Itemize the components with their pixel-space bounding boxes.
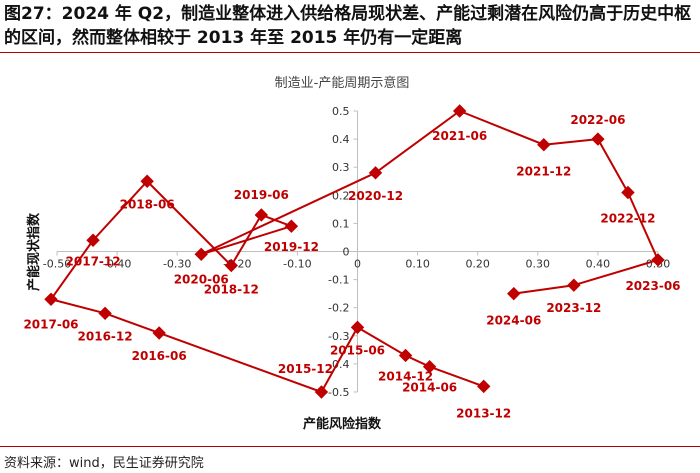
source-note: 资料来源：wind，民生证券研究院 <box>4 456 204 471</box>
data-point-marker <box>350 320 365 335</box>
data-point-label: 2015-12 <box>278 362 333 376</box>
y-tick-label: 0.5 <box>332 105 350 118</box>
x-tick-label: -0.50 <box>43 258 71 271</box>
series-segment <box>513 284 574 295</box>
data-point-marker <box>477 379 491 394</box>
x-tick-label: 0 <box>354 258 361 271</box>
data-point-marker <box>140 174 154 188</box>
data-point-label: 2024-06 <box>486 314 541 328</box>
data-point-marker <box>422 360 437 374</box>
data-point-marker <box>224 258 238 273</box>
series-segment <box>260 214 292 228</box>
data-point-label: 2014-12 <box>378 369 433 383</box>
series-segment <box>200 225 292 256</box>
data-point-label: 2017-12 <box>66 254 121 268</box>
y-tick-label: -0.3 <box>328 330 349 343</box>
x-tick-label: 0.20 <box>465 258 490 271</box>
y-tick-label: 0.1 <box>332 217 350 230</box>
series-segment <box>320 326 359 393</box>
data-point-marker <box>98 306 112 321</box>
series-segment <box>146 180 232 267</box>
series-segment <box>50 239 94 300</box>
y-tick-label: -0.2 <box>328 302 349 315</box>
data-point-marker <box>591 132 605 146</box>
data-point-label: 2019-06 <box>234 188 289 202</box>
y-tick-label: 0.3 <box>332 161 350 174</box>
data-point-marker <box>86 233 100 247</box>
data-point-marker <box>368 166 383 180</box>
series-segment <box>597 138 629 193</box>
series-segment <box>104 312 160 334</box>
data-point-label: 2020-12 <box>348 189 403 203</box>
series-segment <box>92 180 148 241</box>
series-segment <box>627 192 659 261</box>
figure-heading: 图27：2024 年 Q2，制造业整体进入供给格局现状差、产能过剩潜在风险仍高于… <box>4 4 692 48</box>
data-point-marker <box>507 286 521 301</box>
data-point-label: 2021-12 <box>516 165 571 179</box>
y-tick-label: -0.4 <box>328 358 349 371</box>
series-segment <box>374 110 461 174</box>
data-point-label: 2013-12 <box>456 406 511 420</box>
series-segment <box>459 110 545 146</box>
y-tick-label: 0.2 <box>332 189 350 202</box>
top-rule <box>0 52 700 53</box>
y-tick-label: -0.5 <box>328 386 349 399</box>
series-line-layer <box>50 110 659 393</box>
data-point-marker <box>567 278 581 292</box>
data-point-label: 2019-12 <box>264 240 319 254</box>
data-point-label: 2018-12 <box>204 283 259 297</box>
x-tick-label: -0.40 <box>103 258 131 271</box>
data-point-marker <box>194 247 208 262</box>
x-tick-label: 0.10 <box>405 258 430 271</box>
bottom-rule <box>0 446 700 447</box>
data-point-label: 2017-06 <box>23 317 78 331</box>
y-tick-label: -0.1 <box>328 274 349 287</box>
series-segment <box>543 138 599 146</box>
data-point-label: 2023-12 <box>546 301 601 315</box>
y-tick-label: 0.4 <box>332 133 350 146</box>
data-point-label: 2016-12 <box>78 329 133 343</box>
x-axis-title: 产能风险指数 <box>303 416 382 432</box>
series-segment <box>50 298 106 315</box>
data-point-label: 2016-06 <box>132 349 187 363</box>
data-point-marker <box>44 292 58 306</box>
data-point-marker <box>314 385 329 399</box>
data-point-marker <box>537 138 551 152</box>
x-tick-label: 0.30 <box>526 258 551 271</box>
data-point-marker <box>398 348 413 363</box>
data-point-marker <box>284 219 299 233</box>
data-point-label: 2022-12 <box>600 211 655 225</box>
data-point-label: 2014-06 <box>402 381 457 395</box>
y-axis-title: 产能现状指数 <box>26 212 42 291</box>
data-point-marker <box>152 326 166 340</box>
data-point-marker <box>651 253 665 267</box>
data-point-marker <box>621 185 635 200</box>
y-tick-label: 0 <box>343 246 350 259</box>
series-segment <box>158 332 322 393</box>
data-point-label: 2020-06 <box>174 272 229 286</box>
x-tick-label: 0.40 <box>586 258 611 271</box>
series-segment <box>573 258 659 287</box>
data-point-marker <box>452 104 467 118</box>
x-tick-label: -0.30 <box>163 258 191 271</box>
data-point-label: 2023-06 <box>625 279 680 293</box>
data-point-marker <box>254 208 269 222</box>
series-segment <box>200 171 376 256</box>
series-segment <box>356 326 407 357</box>
series-segment <box>429 365 485 388</box>
data-point-label: 2022-06 <box>570 113 625 127</box>
x-tick-label: -0.10 <box>283 258 311 271</box>
axes-layer: -0.50 -0.40 -0.30 -0.2 0 -0.10 0 0.10 0.20 0.30 0.… <box>43 105 670 399</box>
marker-layer <box>44 104 665 399</box>
data-point-label: 2015-06 <box>330 343 385 357</box>
chart-title: 制造业-产能周期示意图 <box>275 75 410 91</box>
data-point-label: 2021-06 <box>432 129 487 143</box>
data-point-label: 2018-06 <box>120 197 175 211</box>
